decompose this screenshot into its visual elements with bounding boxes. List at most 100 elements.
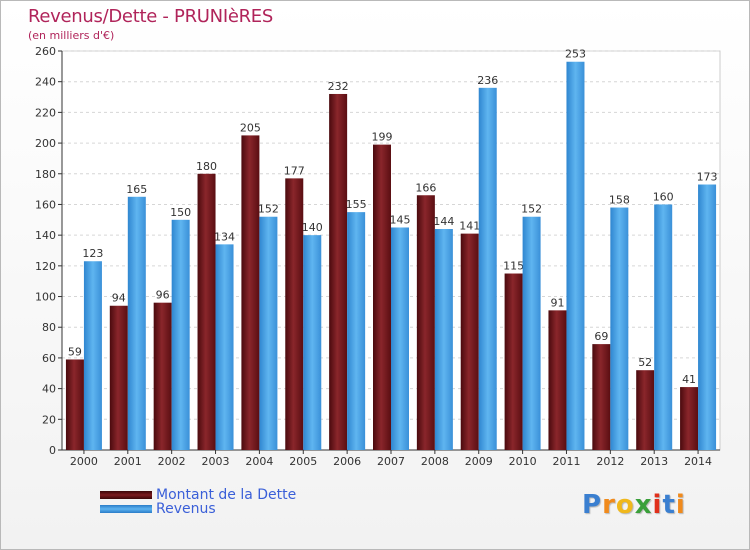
- bar-debt: [329, 93, 348, 450]
- x-tick-label: 2009: [465, 455, 493, 468]
- legend-item-debt: Montant de la Dette: [100, 487, 296, 503]
- data-label-revenue: 144: [433, 215, 454, 228]
- bar-revenue: [654, 204, 673, 450]
- y-tick-label: 140: [35, 229, 56, 242]
- logo-letter: t: [662, 490, 676, 520]
- logo-letter: x: [634, 490, 653, 520]
- x-tick-label: 2007: [377, 455, 405, 468]
- x-tick-label: 2005: [289, 455, 317, 468]
- data-label-revenue: 253: [565, 48, 586, 61]
- legend-swatch-revenue: [100, 505, 152, 513]
- bar-debt: [592, 344, 611, 450]
- y-tick-label: 200: [35, 137, 56, 150]
- bar-revenue: [347, 212, 366, 450]
- logo-letter: i: [652, 490, 663, 520]
- x-tick-label: 2004: [245, 455, 273, 468]
- data-label-debt: 180: [196, 160, 217, 173]
- bar-debt: [153, 302, 172, 450]
- data-label-debt: 59: [68, 345, 82, 358]
- data-label-revenue: 134: [214, 230, 235, 243]
- data-label-debt: 41: [682, 373, 696, 386]
- y-tick-label: 120: [35, 260, 56, 273]
- x-tick-label: 2012: [596, 455, 624, 468]
- chart-subtitle: (en milliers d'€): [28, 29, 115, 42]
- data-label-revenue: 152: [258, 203, 279, 216]
- y-tick-label: 100: [35, 291, 56, 304]
- data-label-debt: 177: [284, 164, 305, 177]
- y-tick-label: 220: [35, 106, 56, 119]
- data-label-debt: 199: [372, 131, 393, 144]
- bar-revenue: [478, 87, 497, 450]
- data-label-revenue: 158: [609, 194, 630, 207]
- bar-debt: [241, 135, 260, 450]
- y-tick-label: 260: [35, 45, 56, 58]
- x-tick-label: 2013: [640, 455, 668, 468]
- data-label-revenue: 123: [82, 247, 103, 260]
- bar-revenue: [303, 235, 322, 450]
- data-label-debt: 69: [594, 330, 608, 343]
- y-tick-label: 160: [35, 198, 56, 211]
- y-tick-label: 40: [42, 383, 56, 396]
- data-label-revenue: 145: [390, 213, 411, 226]
- legend-label-revenue: Revenus: [156, 501, 216, 517]
- legend-swatch-debt: [100, 491, 152, 499]
- bar-revenue: [391, 227, 409, 450]
- data-label-debt: 141: [459, 220, 480, 233]
- bar-debt: [285, 178, 304, 450]
- bar-revenue: [259, 216, 278, 450]
- data-label-debt: 115: [503, 260, 524, 273]
- data-label-debt: 94: [112, 292, 126, 305]
- logo-letter: o: [615, 490, 635, 520]
- data-label-debt: 96: [156, 289, 170, 302]
- bar-debt: [460, 233, 479, 450]
- bar-debt: [416, 195, 435, 450]
- data-label-revenue: 150: [170, 206, 191, 219]
- bar-debt: [548, 310, 567, 450]
- legend-item-revenue: Revenus: [100, 501, 216, 517]
- y-tick-label: 180: [35, 168, 56, 181]
- bar-revenue: [610, 207, 629, 450]
- x-tick-label: 2001: [114, 455, 142, 468]
- y-tick-label: 0: [49, 444, 56, 457]
- logo-letter: r: [602, 490, 616, 520]
- y-tick-label: 60: [42, 352, 56, 365]
- data-label-revenue: 236: [477, 74, 498, 87]
- legend-label-debt: Montant de la Dette: [156, 487, 297, 503]
- data-label-debt: 52: [638, 356, 652, 369]
- logo-letter: i: [675, 490, 686, 520]
- bar-debt: [636, 370, 655, 450]
- y-tick-label: 80: [42, 321, 56, 334]
- bar-debt: [109, 305, 128, 450]
- x-tick-label: 2014: [684, 455, 712, 468]
- x-tick-label: 2000: [70, 455, 98, 468]
- chart-title: Revenus/Dette - PRUNIèRES: [28, 6, 274, 27]
- data-label-revenue: 140: [302, 221, 323, 234]
- bar-revenue: [171, 219, 190, 450]
- data-label-debt: 91: [550, 296, 564, 309]
- bar-revenue: [698, 184, 717, 450]
- bar-debt: [197, 173, 216, 450]
- bar-debt: [65, 359, 84, 450]
- x-tick-label: 2003: [202, 455, 230, 468]
- y-tick-label: 20: [42, 413, 56, 426]
- bar-debt: [373, 144, 391, 450]
- data-label-revenue: 173: [697, 171, 718, 184]
- data-label-revenue: 160: [653, 190, 674, 203]
- bar-revenue: [127, 196, 146, 450]
- bar-revenue: [215, 244, 234, 450]
- logo-letter: P: [582, 490, 603, 520]
- bar-debt: [680, 387, 699, 450]
- proxiti-logo: Proxiti: [582, 490, 686, 520]
- bar-revenue: [434, 229, 453, 450]
- x-tick-label: 2006: [333, 455, 361, 468]
- x-tick-label: 2011: [552, 455, 580, 468]
- x-tick-label: 2002: [158, 455, 186, 468]
- x-tick-label: 2008: [421, 455, 449, 468]
- data-label-debt: 205: [240, 121, 261, 134]
- x-tick-label: 2010: [509, 455, 537, 468]
- bar-revenue: [522, 216, 541, 450]
- data-label-debt: 232: [328, 80, 349, 93]
- bar-revenue: [83, 261, 102, 450]
- data-label-revenue: 165: [126, 183, 147, 196]
